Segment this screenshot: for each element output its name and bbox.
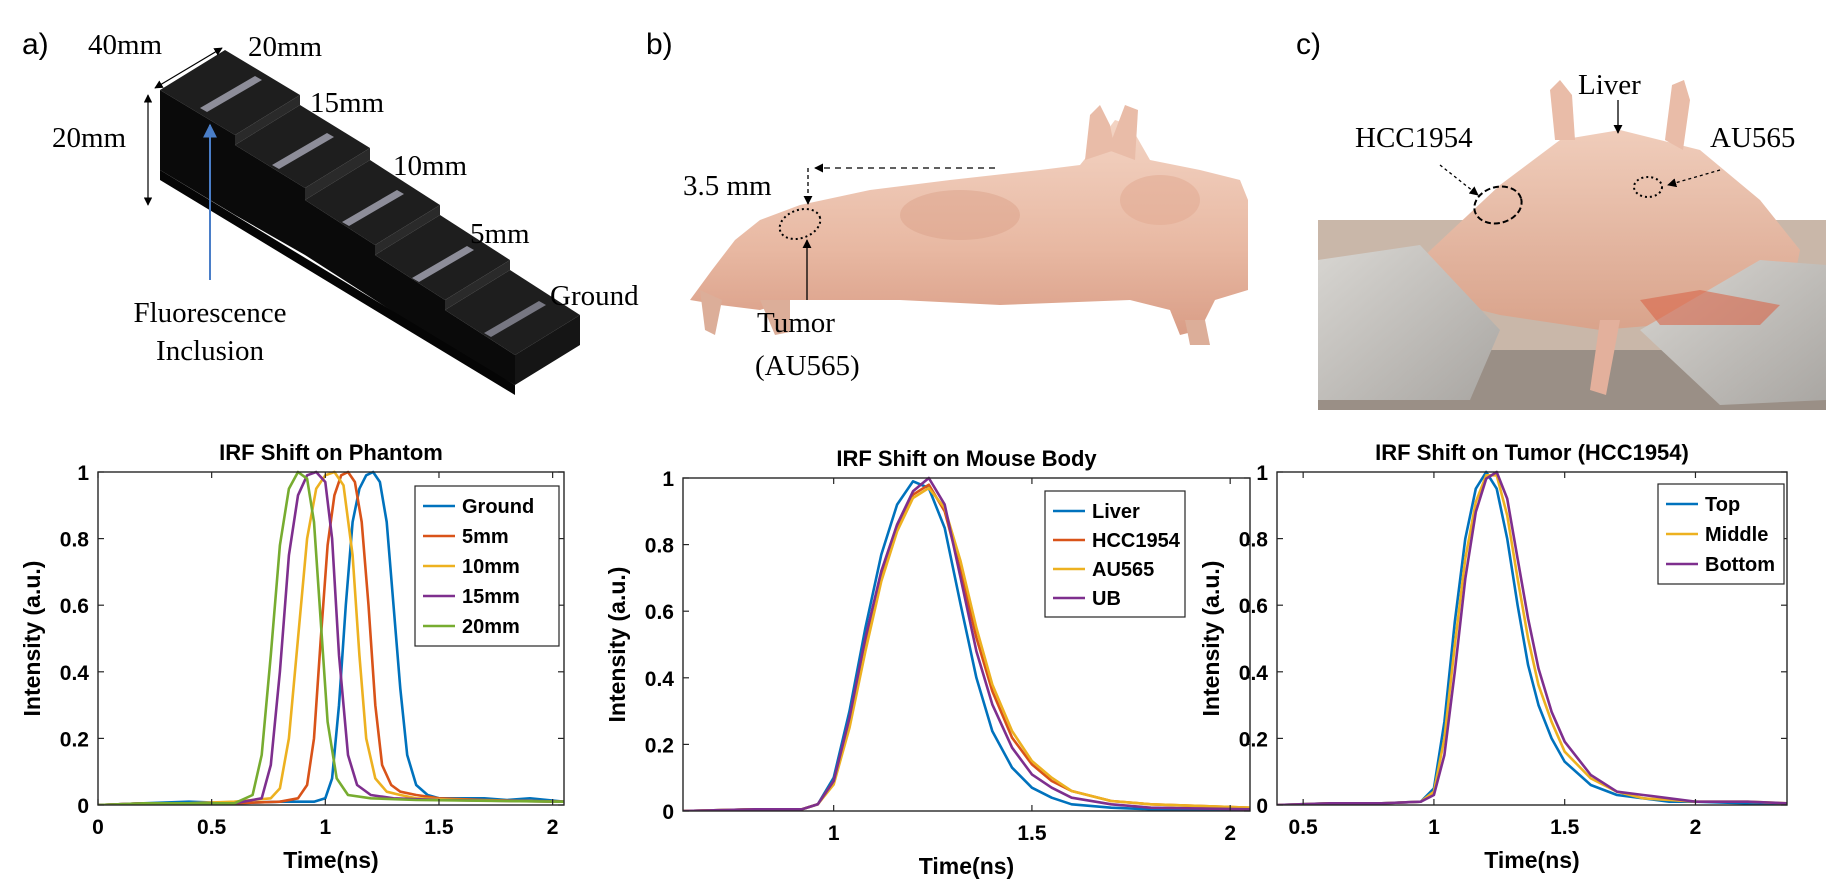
- legend: Ground 5mm 10mm 15mm 20mm: [414, 485, 560, 647]
- dim-label-depth: 40mm: [88, 29, 163, 61]
- y-tick-label: 0: [1256, 795, 1268, 818]
- inclusion-label-line1: Fluorescence: [134, 297, 287, 329]
- x-tick-label: 2: [1224, 822, 1236, 845]
- y-tick-label: 1: [77, 462, 89, 485]
- chart-irf-phantom: IRF Shift on Phantom 0 0.5 1 1.5 2 0 0.2 0.4 0.6 0…: [19, 440, 565, 873]
- series-line-middle: [1277, 474, 1787, 805]
- mouse-dorsal-illustration: [1318, 80, 1826, 410]
- legend-entry-label: Liver: [1092, 501, 1140, 523]
- legend-entry-label: 20mm: [462, 616, 520, 638]
- x-tick-label: 1: [319, 816, 331, 839]
- legend-entry-label: Ground: [462, 496, 534, 518]
- mouse-side-illustration: [690, 105, 1248, 345]
- x-axis-label: Time(ns): [1484, 847, 1579, 873]
- legend-entry-label: AU565: [1092, 559, 1154, 581]
- x-axis-label: Time(ns): [283, 847, 378, 873]
- legend-entry-label: UB: [1092, 588, 1121, 610]
- dim-label-height: 20mm: [52, 122, 127, 154]
- x-tick-label: 0.5: [1289, 816, 1319, 839]
- legend-entry-label: 5mm: [462, 526, 509, 548]
- chart-irf-mouse-body: IRF Shift on Mouse Body 1 1.5 2 0 0.2 0.4 0.6 0.…: [604, 446, 1251, 879]
- chart-title: IRF Shift on Phantom: [219, 440, 443, 465]
- y-tick-label: 0.8: [60, 529, 90, 552]
- chart-irf-tumor: IRF Shift on Tumor (HCC1954)0.5 1 1.5 200.2…: [1198, 440, 1788, 873]
- y-tick-label: 0.8: [1239, 529, 1269, 552]
- chart-title: IRF Shift on Tumor (HCC1954): [1375, 440, 1689, 465]
- y-tick-label: 0: [662, 801, 674, 824]
- x-tick-label: 1: [828, 822, 840, 845]
- y-tick-label: 1: [662, 468, 674, 491]
- x-tick-label: 0: [92, 816, 104, 839]
- plot-area-frame: [97, 471, 565, 806]
- x-tick-label: 2: [547, 816, 559, 839]
- au565-label: AU565: [1710, 122, 1795, 154]
- y-tick-label: 0.6: [645, 601, 674, 624]
- y-tick-label: 0.6: [60, 595, 89, 618]
- y-axis-label: Intensity (a.u.): [604, 567, 630, 723]
- tumor-label-line2: (AU565): [755, 350, 860, 382]
- y-tick-label: 0.6: [1239, 595, 1268, 618]
- panel-c-letter: c): [1296, 28, 1321, 61]
- y-tick-label: 0: [77, 795, 89, 818]
- dim-label-step-15mm: 15mm: [310, 87, 385, 119]
- inclusion-label-line2: Inclusion: [156, 335, 264, 367]
- panel-b-letter: b): [646, 28, 673, 61]
- legend-entry-label: Top: [1705, 494, 1740, 516]
- plot-area-frame: [682, 477, 1251, 812]
- y-tick-label: 0.2: [60, 728, 89, 751]
- legend-entry-label: 15mm: [462, 586, 520, 608]
- y-tick-label: 0.4: [645, 668, 675, 691]
- plot-area-frame: [1276, 471, 1788, 806]
- panel-a-phantom-diagram: a): [22, 28, 639, 395]
- y-tick-label: 0.4: [1239, 662, 1269, 685]
- tumor-depth-label: 3.5 mm: [683, 170, 772, 202]
- x-axis-label: Time(ns): [919, 853, 1014, 879]
- y-tick-label: 0.2: [1239, 728, 1268, 751]
- dim-label-ground: Ground: [550, 280, 639, 312]
- x-tick-label: 1.5: [424, 816, 454, 839]
- y-tick-label: 0.8: [645, 535, 675, 558]
- chart-title: IRF Shift on Mouse Body: [836, 446, 1097, 471]
- legend-entry-label: Middle: [1705, 524, 1768, 546]
- legend-entry-label: 10mm: [462, 556, 520, 578]
- y-axis-label: Intensity (a.u.): [19, 561, 45, 717]
- dim-label-step-10mm: 10mm: [393, 150, 468, 182]
- dim-label-step-20mm: 20mm: [248, 31, 323, 63]
- panel-c-mouse-photo: c) Liver HCC1954 AU565: [1296, 28, 1826, 410]
- series-line-bottom: [1277, 470, 1787, 805]
- y-axis-label: Intensity (a.u.): [1198, 561, 1224, 717]
- y-tick-label: 0.4: [60, 662, 90, 685]
- x-tick-label: 2: [1690, 816, 1702, 839]
- legend-entry-label: Bottom: [1705, 554, 1775, 576]
- dim-label-step-5mm: 5mm: [470, 218, 530, 250]
- liver-label: Liver: [1578, 69, 1641, 101]
- legend: Top Middle Bottom: [1657, 483, 1785, 585]
- legend-entry-label: HCC1954: [1092, 530, 1181, 552]
- legend: Liver HCC1954 AU565 UB: [1044, 490, 1186, 618]
- x-tick-label: 1: [1428, 816, 1440, 839]
- x-tick-label: 1.5: [1017, 822, 1047, 845]
- y-tick-label: 0.2: [645, 734, 674, 757]
- y-tick-label: 1: [1256, 462, 1268, 485]
- tumor-label-line1: Tumor: [757, 307, 835, 339]
- series-line-5mm: [98, 470, 564, 805]
- series-line-ub: [683, 476, 1250, 811]
- panel-b-mouse-photo: b) 3.5 mm Tumor (AU565): [646, 28, 1248, 382]
- panel-a-letter: a): [22, 28, 49, 61]
- phantom-staircase-illustration: [160, 50, 580, 395]
- x-tick-label: 1.5: [1550, 816, 1580, 839]
- hcc1954-label: HCC1954: [1355, 122, 1473, 154]
- x-tick-label: 0.5: [197, 816, 227, 839]
